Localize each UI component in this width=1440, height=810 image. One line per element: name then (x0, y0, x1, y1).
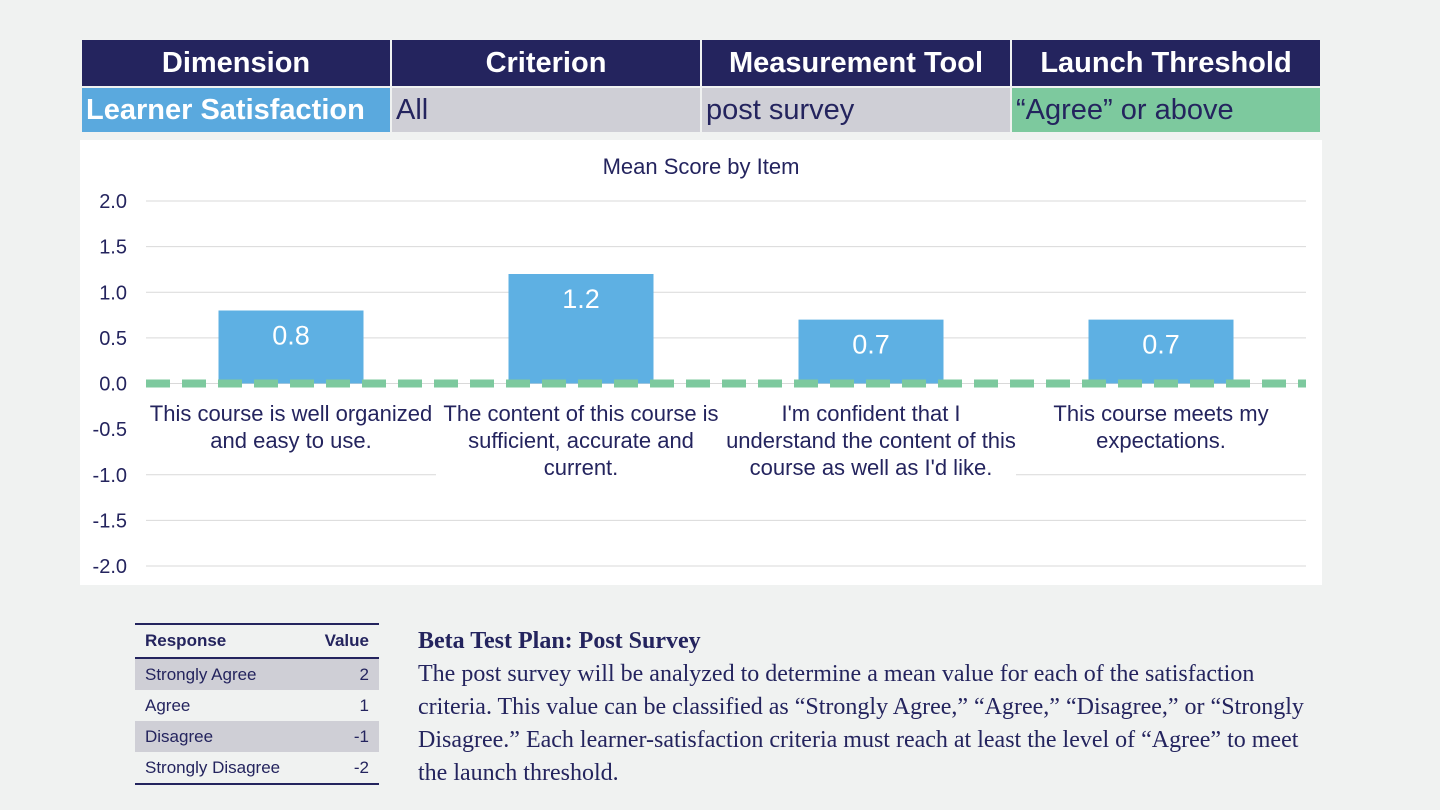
y-tick-label: 1.0 (99, 282, 127, 304)
response-table-header: Response Value (135, 623, 379, 659)
y-tick-label: -2.0 (93, 556, 127, 578)
y-tick-label: 0.0 (99, 374, 127, 396)
criterion-cell: All (390, 86, 702, 134)
bar (218, 310, 364, 384)
column-header-measurement-tool: Measurement Tool (700, 38, 1012, 88)
response-value: 2 (307, 658, 379, 690)
y-tick-label: -1.5 (93, 510, 127, 532)
y-tick-label: 2.0 (99, 191, 127, 213)
y-tick-label: 0.5 (99, 328, 127, 350)
data-label: 1.2 (562, 284, 600, 314)
bar (798, 319, 944, 384)
column-header-criterion: Criterion (390, 38, 702, 88)
data-label: 0.7 (852, 330, 890, 360)
response-column-header: Response (135, 623, 308, 659)
category-label: This course is well organized and easy t… (146, 399, 436, 454)
column-header-launch-threshold: Launch Threshold (1010, 38, 1322, 88)
measurement-tool-cell: post survey (700, 86, 1012, 134)
chart-title: Mean Score by Item (603, 154, 800, 179)
column-header-dimension: Dimension (80, 38, 392, 88)
table-row: Strongly Agree 2 (135, 658, 379, 690)
table-row: Disagree -1 (135, 721, 379, 752)
value-column-header: Value (307, 623, 379, 659)
data-label: 0.8 (272, 321, 310, 351)
response-label: Agree (145, 695, 191, 715)
launch-threshold-cell: “Agree” or above (1010, 86, 1322, 134)
mean-score-chart: Mean Score by Item 2.0 1.5 1.0 0.5 0.0 -0.5 -1.… (80, 140, 1322, 585)
chart-canvas: Mean Score by Item 2.0 1.5 1.0 0.5 0.0 -0.5 -1.… (93, 154, 1306, 578)
dimension-cell: Learner Satisfaction (80, 86, 392, 134)
response-value: -2 (307, 752, 379, 785)
bar (1088, 319, 1234, 384)
beta-test-description: Beta Test Plan: Post Survey The post sur… (418, 625, 1318, 790)
category-label: The content of this course is sufficient… (436, 399, 726, 481)
y-tick-label: -0.5 (93, 419, 127, 441)
category-label: I'm confident that I understand the cont… (726, 399, 1016, 481)
table-row: Strongly Disagree -2 (135, 752, 379, 785)
launch-criteria-table: Dimension Criterion Measurement Tool Lau… (80, 38, 1322, 134)
description-body: The post survey will be analyzed to dete… (418, 661, 1304, 786)
category-label: This course meets my expectations. (1016, 399, 1306, 454)
response-label: Strongly Disagree (135, 752, 308, 785)
data-label: 0.7 (1142, 330, 1180, 360)
response-value: -1 (307, 721, 379, 752)
bar (508, 274, 654, 384)
launch-criteria-row: Learner Satisfaction All post survey “Ag… (80, 86, 1322, 134)
table-row: Agree 1 (135, 690, 379, 721)
launch-criteria-header-row: Dimension Criterion Measurement Tool Lau… (80, 38, 1322, 88)
response-value-table: Response Value Strongly Agree 2 Agree 1 … (135, 623, 379, 785)
description-title: Beta Test Plan: Post Survey (418, 628, 701, 654)
response-label: Strongly Agree (135, 658, 308, 690)
response-label: Disagree (135, 721, 308, 752)
y-tick-label: -1.0 (93, 465, 127, 487)
response-value: 1 (359, 695, 369, 715)
y-tick-label: 1.5 (99, 237, 127, 259)
